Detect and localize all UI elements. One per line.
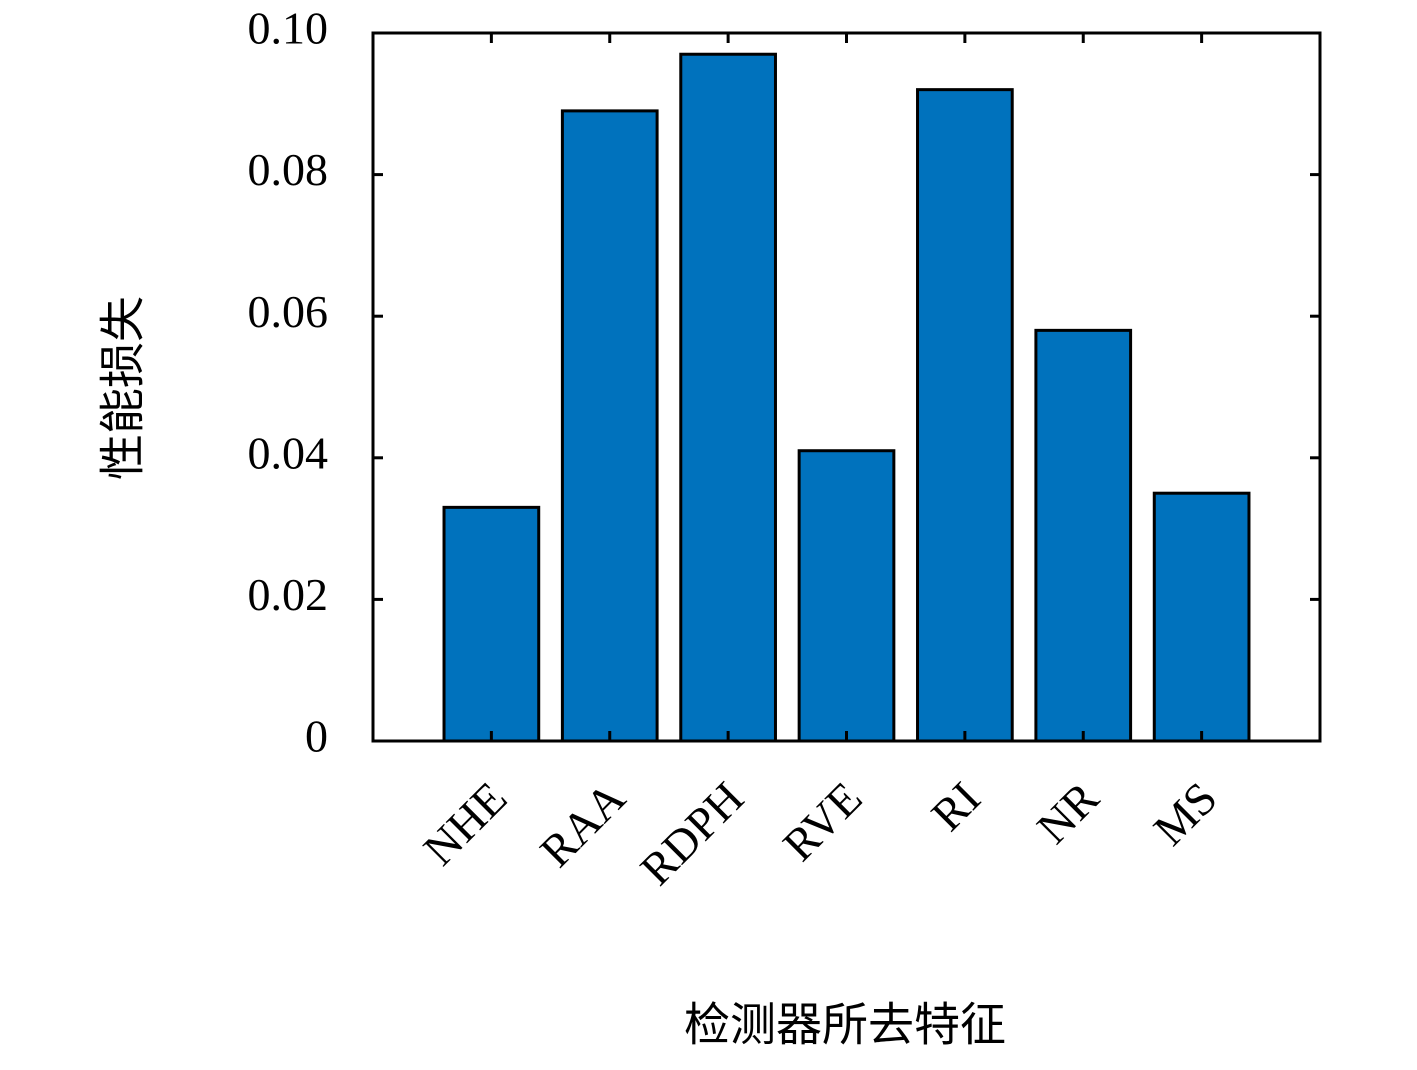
bar	[797, 449, 896, 743]
y-axis-label: 性能损失	[98, 296, 149, 480]
plot-frame	[371, 31, 1322, 743]
y-tick-label: 0.02	[248, 569, 329, 620]
x-tick-label: RI	[921, 772, 990, 841]
bar	[1152, 491, 1251, 743]
bar	[679, 52, 777, 743]
y-tick-label: 0.10	[248, 3, 329, 54]
bar	[442, 505, 541, 743]
x-axis-label: 检测器所去特征	[684, 1000, 1006, 1051]
y-tick-label: 0	[305, 711, 328, 762]
y-tick-label: 0.04	[248, 427, 329, 478]
bar	[560, 109, 659, 743]
x-tick-label: RDPH	[630, 772, 753, 895]
x-tick-label: NHE	[414, 772, 517, 875]
x-tick-label: NR	[1027, 772, 1108, 853]
x-tick-label: RAA	[530, 772, 635, 877]
x-tick-label: RVE	[773, 772, 872, 871]
x-tick-label: MS	[1144, 772, 1227, 855]
y-tick-label: 0.06	[248, 286, 329, 337]
y-tick-label: 0.08	[248, 144, 329, 195]
bar	[1034, 328, 1133, 743]
bar	[916, 88, 1014, 743]
